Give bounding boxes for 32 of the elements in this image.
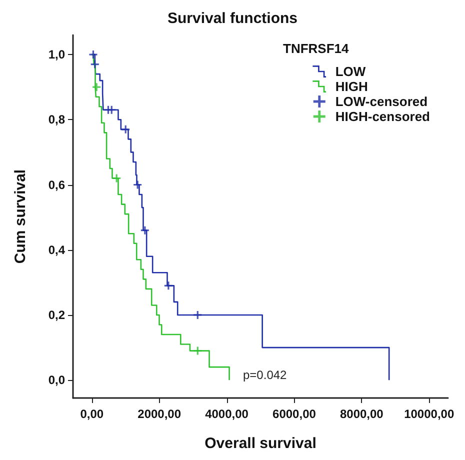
- legend-label: HIGH: [335, 79, 368, 94]
- y-tick-label: 0,0: [48, 373, 66, 388]
- legend-title: TNFRSF14: [283, 41, 350, 56]
- legend-label: HIGH-censored: [335, 109, 430, 124]
- point: [140, 226, 149, 234]
- point: [134, 180, 142, 189]
- y-tick-label: 0,6: [48, 178, 66, 192]
- point: [194, 346, 202, 355]
- legend-label: LOW: [335, 64, 366, 79]
- x-tick-label: 2000,00: [138, 407, 182, 421]
- point: [108, 106, 116, 114]
- y-tick-label: 0,8: [48, 112, 66, 127]
- y-tick-label: 0,2: [48, 308, 66, 322]
- point: [164, 282, 172, 290]
- point: [122, 125, 130, 134]
- x-axis-title: Overall survival: [204, 435, 316, 452]
- point: [112, 174, 121, 182]
- point: [92, 83, 101, 92]
- point: [89, 50, 98, 59]
- x-tick-label: 0,00: [80, 407, 104, 421]
- chart-title: Survival functions: [167, 10, 298, 27]
- legend-label: LOW-censored: [335, 94, 428, 109]
- x-tick-label: 4000,00: [205, 407, 249, 421]
- point: [90, 60, 99, 68]
- y-tick-label: 0,4: [48, 242, 66, 257]
- point: [194, 310, 202, 319]
- y-axis-title: Cum survival: [12, 169, 29, 264]
- x-tick-label: 10000,00: [404, 407, 454, 421]
- x-tick-label: 8000,00: [340, 407, 384, 421]
- x-tick-label: 6000,00: [272, 407, 316, 421]
- y-tick-label: 1,0: [48, 48, 66, 62]
- annotation: p=0.042: [243, 368, 288, 382]
